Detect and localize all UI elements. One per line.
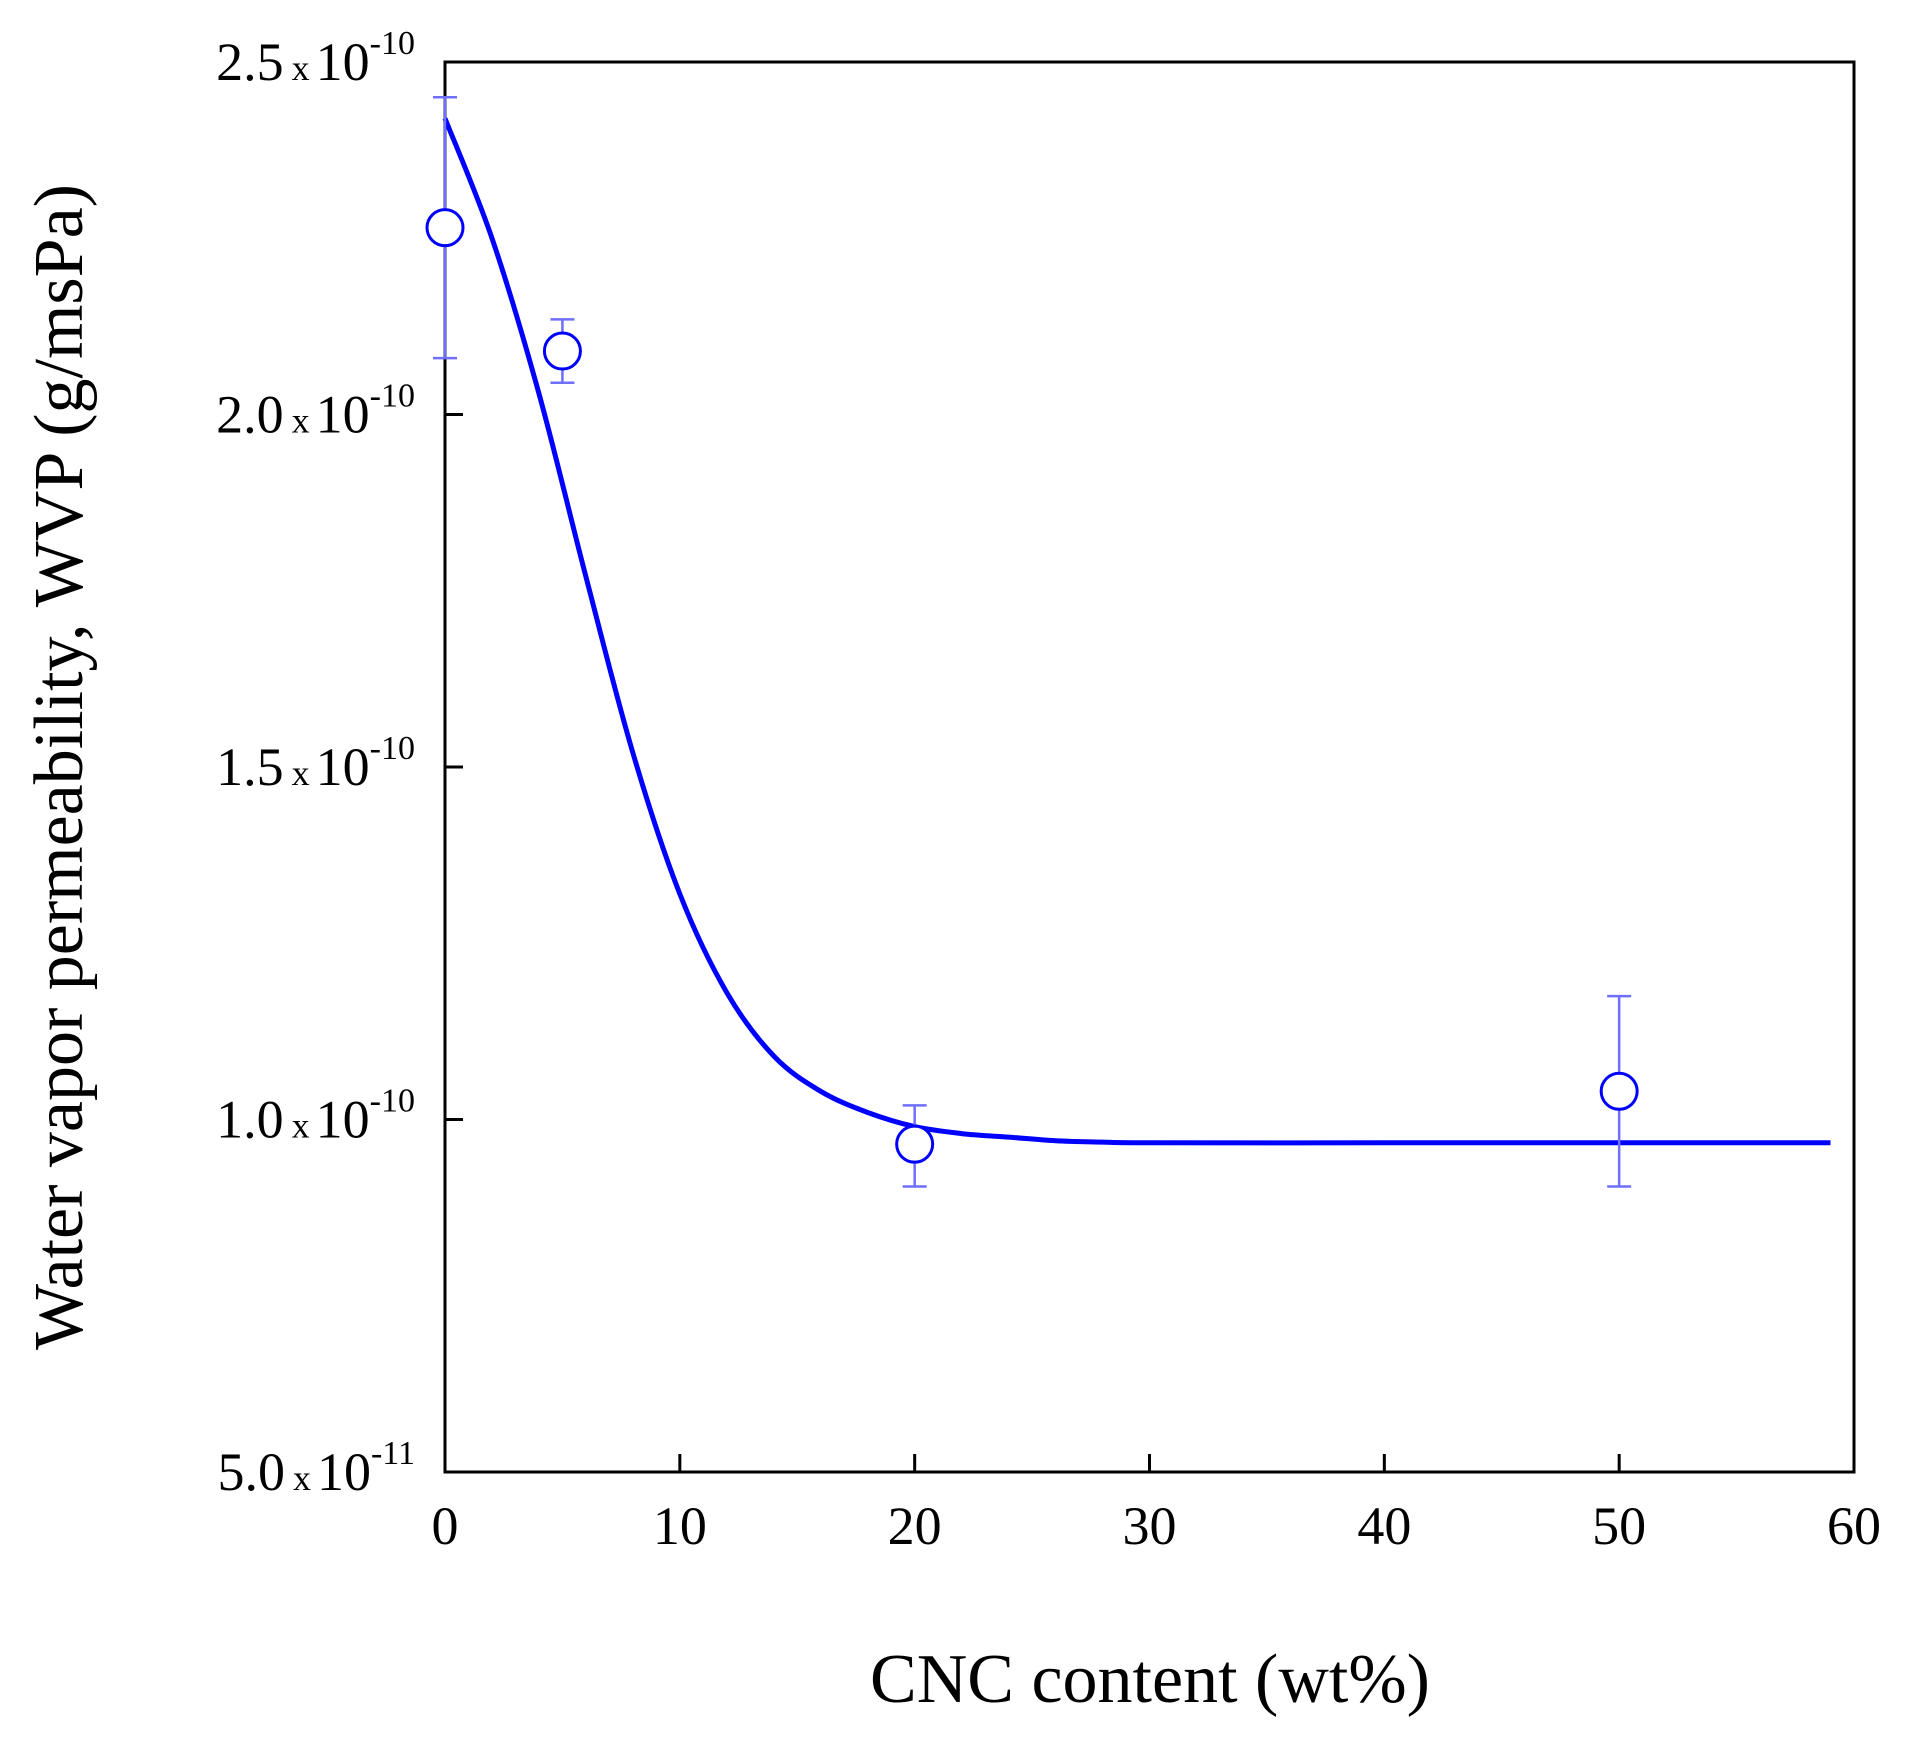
y-tick-mantissa: 1.0	[216, 1090, 284, 1150]
y-tick-exponent: -10	[370, 378, 415, 415]
y-tick-label: 1.5 x 10-10	[216, 730, 415, 797]
x-tick-label: 50	[1592, 1496, 1646, 1556]
y-tick-mantissa: 5.0	[217, 1442, 285, 1502]
y-tick-times: x	[292, 753, 310, 793]
x-tick-label: 20	[888, 1496, 942, 1556]
plot-frame	[443, 60, 1856, 1474]
x-axis-title: CNC content (wt%)	[870, 1641, 1430, 1718]
error-bars-layer	[433, 96, 1632, 1188]
y-tick-mantissa: 2.0	[216, 385, 284, 445]
y-tick-exponent: -10	[370, 730, 415, 767]
data-point	[542, 331, 582, 371]
y-axis-ticks: 5.0 x 10-111.0 x 10-101.5 x 10-102.0 x 10-102.5 x…	[216, 25, 463, 1502]
data-points-layer	[425, 208, 1639, 1164]
x-axis-ticks: 0 10 20 30 40 50 60	[432, 1454, 1881, 1556]
fit-curve-layer	[442, 117, 1831, 1146]
y-tick-times: x	[292, 1106, 310, 1146]
y-tick-exponent: -10	[370, 25, 415, 62]
x-tick-label: 40	[1357, 1496, 1411, 1556]
y-tick-times: x	[293, 1458, 311, 1498]
y-tick-times: x	[292, 48, 310, 88]
y-tick-mantissa: 1.5	[216, 737, 284, 797]
y-tick-base: 10	[317, 1442, 371, 1502]
y-tick-label: 5.0 x 10-11	[217, 1435, 415, 1502]
y-tick-base: 10	[316, 385, 370, 445]
y-tick-label: 1.0 x 10-10	[216, 1083, 415, 1150]
y-tick-base: 10	[316, 32, 370, 92]
x-tick-label: 0	[432, 1496, 459, 1556]
y-tick-base: 10	[316, 1090, 370, 1150]
data-point	[895, 1124, 935, 1164]
y-tick-label: 2.5 x 10-10	[216, 25, 415, 92]
y-tick-base: 10	[316, 737, 370, 797]
y-axis-title: Water vapor permeability, WVP (g/msPa)	[21, 184, 98, 1350]
y-tick-times: x	[292, 401, 310, 441]
data-point	[1599, 1071, 1639, 1111]
fit-curve	[442, 117, 1831, 1146]
y-tick-label: 2.0 x 10-10	[216, 378, 415, 445]
x-tick-label: 60	[1827, 1496, 1881, 1556]
data-point	[425, 208, 465, 248]
x-tick-label: 30	[1123, 1496, 1177, 1556]
y-tick-exponent: -10	[370, 1083, 415, 1120]
x-tick-label: 10	[653, 1496, 707, 1556]
y-tick-mantissa: 2.5	[216, 32, 284, 92]
y-tick-exponent: -11	[371, 1435, 415, 1472]
